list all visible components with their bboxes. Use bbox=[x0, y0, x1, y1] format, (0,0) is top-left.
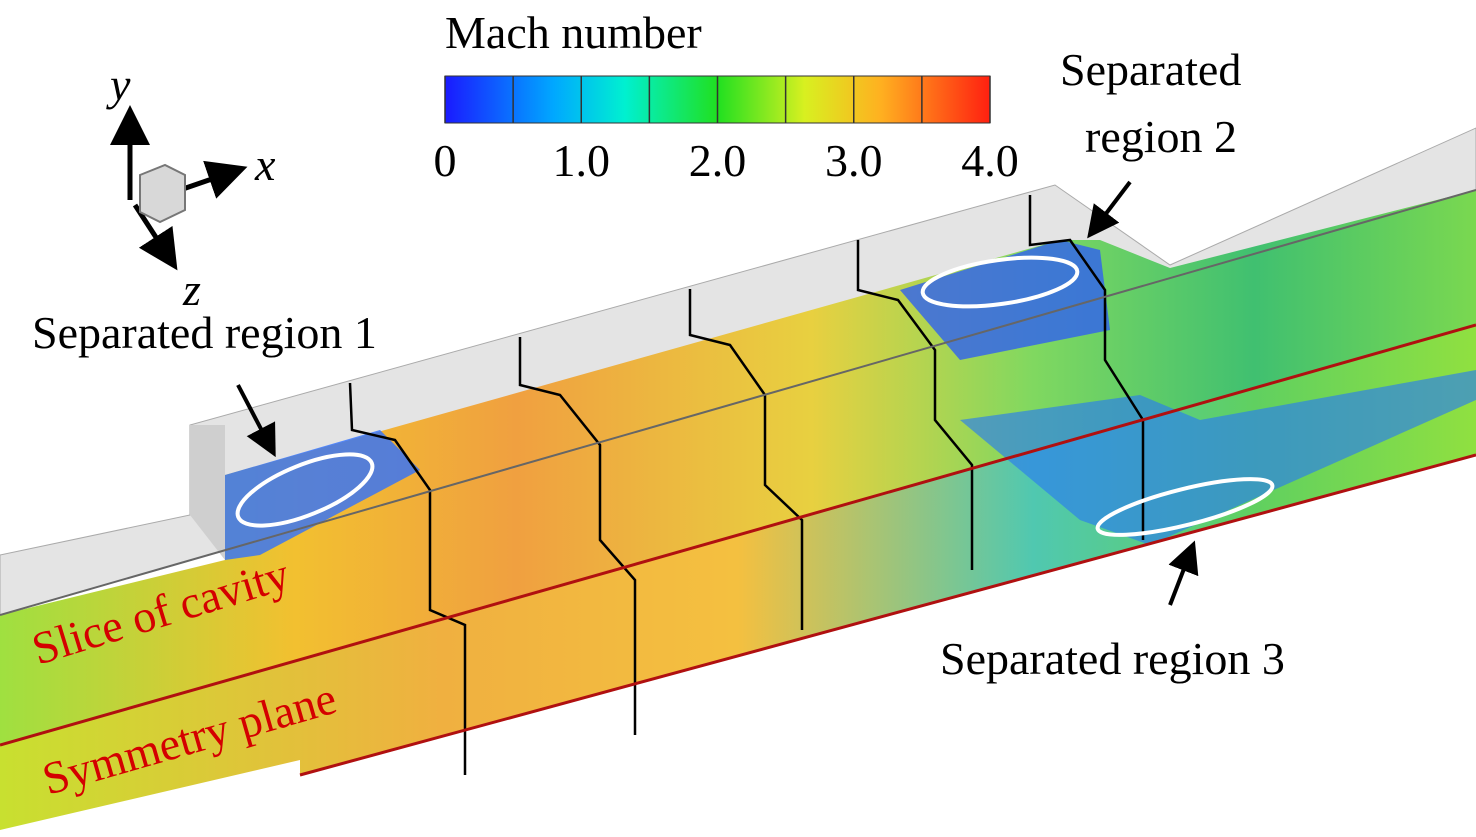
colorbar-tick-label: 2.0 bbox=[689, 135, 747, 186]
axis-label: x bbox=[254, 139, 276, 190]
blue-zone bbox=[900, 240, 1110, 360]
annotation: Separated region 3 bbox=[940, 633, 1285, 684]
edge-line bbox=[0, 323, 1476, 747]
annotation: region 2 bbox=[1085, 111, 1237, 162]
vortex bbox=[235, 255, 1275, 537]
colorbar-title: Mach number bbox=[445, 7, 702, 58]
colorbar-tick-label: 1.0 bbox=[553, 135, 611, 186]
annotation: Separated region 1 bbox=[32, 307, 377, 358]
axis-label: z bbox=[182, 264, 201, 315]
axis-label: y bbox=[106, 59, 131, 110]
blue-zone bbox=[960, 370, 1476, 545]
annotation: Separated bbox=[1060, 44, 1241, 95]
colorbar-tick-label: 4.0 bbox=[961, 135, 1019, 186]
colorbar-tick-label: 0 bbox=[434, 135, 457, 186]
edge-line bbox=[0, 189, 1476, 616]
slice-lines bbox=[348, 195, 1145, 775]
edge-line bbox=[299, 453, 1476, 777]
colorbar-tick-label: 3.0 bbox=[825, 135, 883, 186]
axis-triad bbox=[110, 105, 248, 271]
cube bbox=[139, 163, 186, 224]
pointer bbox=[236, 180, 1199, 606]
wall-side bbox=[190, 425, 225, 560]
